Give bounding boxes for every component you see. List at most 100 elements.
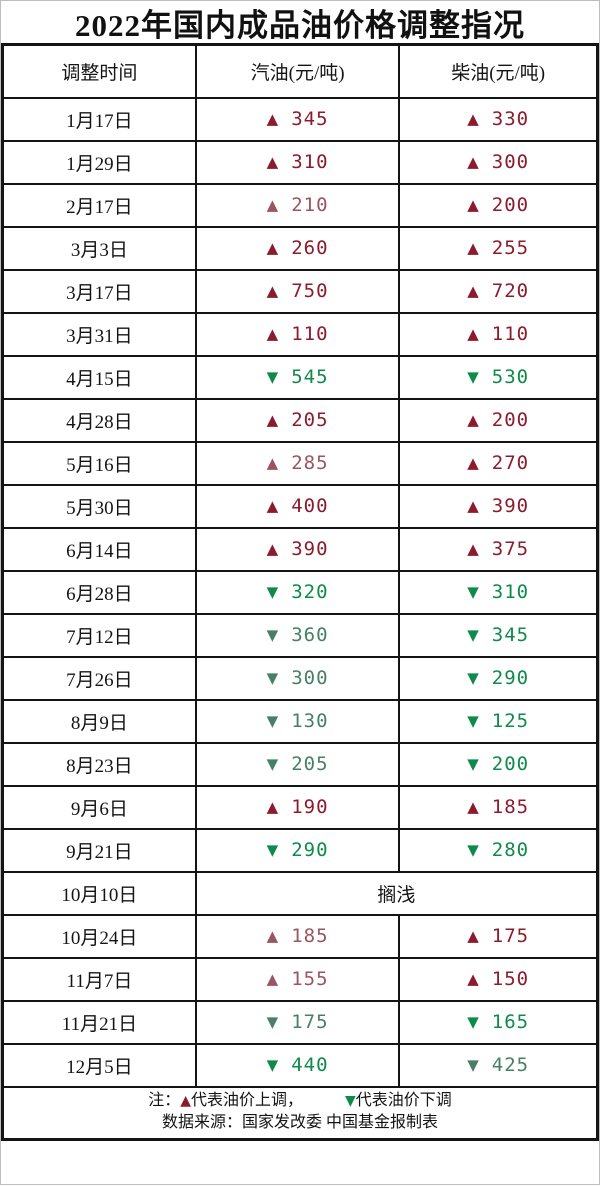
gasoline-value-cell: ▲ 750 (194, 268, 401, 314)
date-cell: 5月30日 (1, 483, 197, 529)
diesel-value-cell: ▲ 200 (398, 182, 599, 228)
price-change-value: 205 (291, 753, 329, 775)
table-row: 10月24日 ▲ 185 ▲ 175 (1, 913, 599, 959)
gasoline-value-cell: ▲ 155 (194, 956, 401, 1002)
date-cell: 9月21日 (1, 827, 197, 873)
down-triangle-icon: ▼ (266, 711, 279, 730)
diesel-change: ▲ 200 (400, 194, 596, 216)
table-row: 1月17日 ▲ 345 ▲ 330 (1, 96, 599, 142)
diesel-value-cell: ▼ 530 (398, 354, 599, 400)
price-change-value: 310 (491, 581, 530, 603)
price-change-value: 110 (291, 323, 329, 345)
price-change-value: 260 (291, 237, 329, 259)
down-triangle-icon: ▼ (467, 625, 479, 644)
up-triangle-icon: ▲ (266, 969, 279, 988)
date-cell: 1月17日 (1, 96, 197, 142)
date-cell: 1月29日 (1, 139, 197, 185)
up-legend-label: 代表油价上调， (190, 1091, 303, 1109)
up-triangle-icon: ▲ (467, 238, 479, 257)
table-row: 7月26日 ▼ 300 ▼ 290 (1, 655, 599, 701)
table-row: 5月16日 ▲ 285 ▲ 270 (1, 440, 599, 486)
table-row: 2月17日 ▲ 210 ▲ 200 (1, 182, 599, 228)
down-triangle-icon: ▼ (467, 711, 479, 730)
diesel-change: ▼ 310 (400, 581, 596, 603)
up-triangle-icon: ▲ (266, 109, 279, 128)
gasoline-value-cell: ▲ 260 (194, 225, 401, 271)
gasoline-change: ▲ 155 (197, 968, 398, 990)
footer-row: 注：▲代表油价上调， ▼代表油价下调 数据来源：国家发改委 中国基金报制表 (1, 1085, 599, 1140)
up-triangle-icon: ▲ (467, 324, 479, 343)
legend-note: 注：▲代表油价上调， ▼代表油价下调 (4, 1090, 596, 1112)
up-triangle-icon: ▲ (266, 496, 279, 515)
up-triangle-icon: ▲ (266, 324, 279, 343)
table-row: 1月29日 ▲ 310 ▲ 300 (1, 139, 599, 185)
price-change-value: 290 (491, 667, 530, 689)
price-change-value: 390 (291, 538, 329, 560)
down-triangle-icon: ▼ (266, 582, 279, 601)
price-change-value: 150 (491, 968, 530, 990)
date-cell: 12月5日 (1, 1042, 197, 1088)
table-row: 12月5日 ▼ 440 ▼ 425 (1, 1042, 599, 1088)
gasoline-value-cell: ▲ 285 (194, 440, 401, 486)
gasoline-change: ▲ 260 (197, 237, 398, 259)
diesel-value-cell: ▲ 270 (398, 440, 599, 486)
date-cell: 5月16日 (1, 440, 197, 486)
up-triangle-icon: ▲ (467, 496, 479, 515)
down-triangle-icon: ▼ (467, 367, 479, 386)
date-cell: 4月15日 (1, 354, 197, 400)
diesel-value-cell: ▼ 310 (398, 569, 599, 615)
diesel-change: ▲ 200 (400, 409, 596, 431)
table-row: 4月15日 ▼ 545 ▼ 530 (1, 354, 599, 400)
date-cell: 6月28日 (1, 569, 197, 615)
price-change-value: 290 (291, 839, 329, 861)
gasoline-value-cell: ▼ 320 (194, 569, 401, 615)
column-header-date: 调整时间 (1, 43, 197, 99)
down-triangle-icon: ▼ (467, 668, 479, 687)
diesel-change: ▼ 290 (400, 667, 596, 689)
gasoline-change: ▼ 300 (197, 667, 398, 689)
date-cell: 2月17日 (1, 182, 197, 228)
footer-cell: 注：▲代表油价上调， ▼代表油价下调 数据来源：国家发改委 中国基金报制表 (1, 1085, 599, 1140)
gasoline-change: ▼ 440 (197, 1054, 398, 1076)
up-triangle-icon: ▲ (467, 926, 479, 945)
diesel-change: ▲ 270 (400, 452, 596, 474)
gasoline-value-cell: ▼ 290 (194, 827, 401, 873)
down-triangle-icon: ▼ (467, 754, 479, 773)
date-cell: 6月14日 (1, 526, 197, 572)
diesel-value-cell: ▼ 425 (398, 1042, 599, 1088)
price-change-value: 300 (491, 151, 530, 173)
price-change-value: 440 (291, 1054, 329, 1076)
gasoline-change: ▼ 205 (197, 753, 398, 775)
price-change-value: 360 (291, 624, 329, 646)
up-triangle-icon: ▲ (266, 410, 279, 429)
date-cell: 8月9日 (1, 698, 197, 744)
price-change-value: 155 (291, 968, 329, 990)
down-triangle-icon: ▼ (467, 582, 479, 601)
price-change-value: 285 (291, 452, 329, 474)
diesel-value-cell: ▲ 255 (398, 225, 599, 271)
date-cell: 10月24日 (1, 913, 197, 959)
table-row: 3月17日 ▲ 750 ▲ 720 (1, 268, 599, 314)
price-change-value: 750 (291, 280, 329, 302)
gasoline-value-cell: ▼ 205 (194, 741, 401, 787)
down-triangle-icon: ▼ (266, 1012, 279, 1031)
gasoline-change: ▲ 190 (197, 796, 398, 818)
gasoline-change: ▲ 750 (197, 280, 398, 302)
gasoline-value-cell: ▲ 190 (194, 784, 401, 830)
price-change-value: 400 (291, 495, 329, 517)
price-change-value: 185 (291, 925, 329, 947)
gasoline-value-cell: ▼ 175 (194, 999, 401, 1045)
price-change-value: 210 (291, 194, 329, 216)
price-change-value: 320 (291, 581, 329, 603)
down-triangle-icon: ▼ (266, 840, 279, 859)
gasoline-change: ▼ 320 (197, 581, 398, 603)
price-change-value: 200 (491, 194, 530, 216)
table-row: 4月28日 ▲ 205 ▲ 200 (1, 397, 599, 443)
price-change-value: 375 (491, 538, 530, 560)
price-change-value: 425 (491, 1054, 530, 1076)
gasoline-change: ▲ 110 (197, 323, 398, 345)
diesel-value-cell: ▲ 175 (398, 913, 599, 959)
diesel-change: ▲ 185 (400, 796, 596, 818)
diesel-change: ▲ 150 (400, 968, 596, 990)
up-triangle-icon: ▲ (467, 410, 479, 429)
